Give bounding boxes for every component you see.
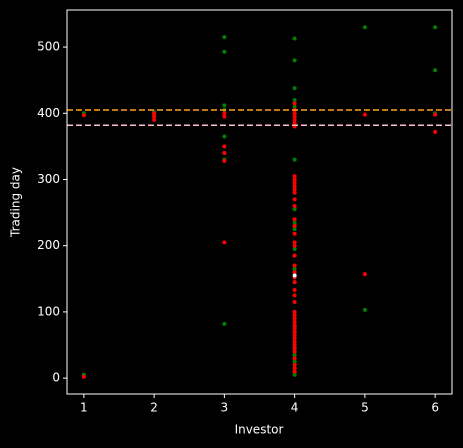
point xyxy=(292,266,297,271)
point xyxy=(292,313,297,318)
point xyxy=(292,36,297,41)
point xyxy=(81,113,86,118)
point xyxy=(292,359,297,364)
y-tick-label: 0 xyxy=(52,371,60,385)
point xyxy=(292,372,297,377)
point xyxy=(292,184,297,189)
point xyxy=(292,227,297,232)
point xyxy=(222,35,227,40)
point xyxy=(292,339,297,344)
point xyxy=(292,349,297,354)
point xyxy=(292,366,297,371)
point xyxy=(222,321,227,326)
x-tick-label: 4 xyxy=(291,401,299,415)
point xyxy=(292,207,297,212)
point xyxy=(292,177,297,182)
point xyxy=(292,323,297,328)
point xyxy=(292,362,297,367)
point xyxy=(292,336,297,341)
y-axis-label: Trading day xyxy=(9,167,23,238)
point xyxy=(292,187,297,192)
x-tick-label: 5 xyxy=(361,401,369,415)
point xyxy=(152,114,157,119)
point xyxy=(222,158,227,163)
point xyxy=(362,307,367,312)
point xyxy=(292,329,297,334)
point xyxy=(292,203,297,208)
y-tick-label: 200 xyxy=(37,238,60,252)
point xyxy=(152,111,157,116)
point xyxy=(292,104,297,109)
point xyxy=(292,333,297,338)
point xyxy=(292,280,297,285)
point xyxy=(292,293,297,298)
point xyxy=(362,272,367,277)
plot-frame xyxy=(66,9,453,395)
point xyxy=(292,223,297,228)
x-axis-label: Investor xyxy=(235,423,284,437)
point xyxy=(292,98,297,103)
y-tick-label: 100 xyxy=(37,304,60,318)
point xyxy=(433,68,438,73)
y-tick-label: 500 xyxy=(37,40,60,54)
point xyxy=(362,25,367,30)
point xyxy=(292,319,297,324)
point xyxy=(292,157,297,162)
point xyxy=(292,217,297,222)
point xyxy=(292,101,297,106)
point xyxy=(292,180,297,185)
y-tick-label: 300 xyxy=(37,172,60,186)
point xyxy=(292,309,297,314)
point xyxy=(292,243,297,248)
point xyxy=(222,114,227,119)
point xyxy=(292,270,297,275)
point xyxy=(292,253,297,258)
point xyxy=(152,117,157,122)
point xyxy=(292,174,297,179)
point xyxy=(292,299,297,304)
x-tick-label: 6 xyxy=(431,401,439,415)
point xyxy=(292,197,297,202)
point xyxy=(292,356,297,361)
point xyxy=(292,316,297,321)
point xyxy=(433,129,438,134)
point xyxy=(433,25,438,30)
point xyxy=(292,273,297,278)
point xyxy=(292,114,297,119)
x-tick-label: 3 xyxy=(221,401,229,415)
point xyxy=(292,231,297,236)
y-tick-label: 400 xyxy=(37,106,60,120)
point xyxy=(292,190,297,195)
point xyxy=(292,240,297,245)
point xyxy=(222,240,227,245)
point xyxy=(222,144,227,149)
point xyxy=(222,134,227,139)
point xyxy=(292,352,297,357)
point xyxy=(222,49,227,54)
point xyxy=(292,117,297,122)
point xyxy=(292,288,297,293)
point xyxy=(81,374,86,379)
point xyxy=(292,247,297,252)
x-tick-label: 2 xyxy=(150,401,158,415)
point xyxy=(292,58,297,63)
point xyxy=(222,103,227,108)
point xyxy=(292,121,297,126)
point xyxy=(222,111,227,116)
x-tick-label: 1 xyxy=(80,401,88,415)
point xyxy=(362,112,367,117)
point xyxy=(292,220,297,225)
point xyxy=(292,111,297,116)
point xyxy=(292,343,297,348)
point xyxy=(222,151,227,156)
point xyxy=(292,369,297,374)
point xyxy=(292,346,297,351)
point xyxy=(292,263,297,268)
point xyxy=(292,86,297,91)
point xyxy=(433,112,438,117)
point xyxy=(292,326,297,331)
